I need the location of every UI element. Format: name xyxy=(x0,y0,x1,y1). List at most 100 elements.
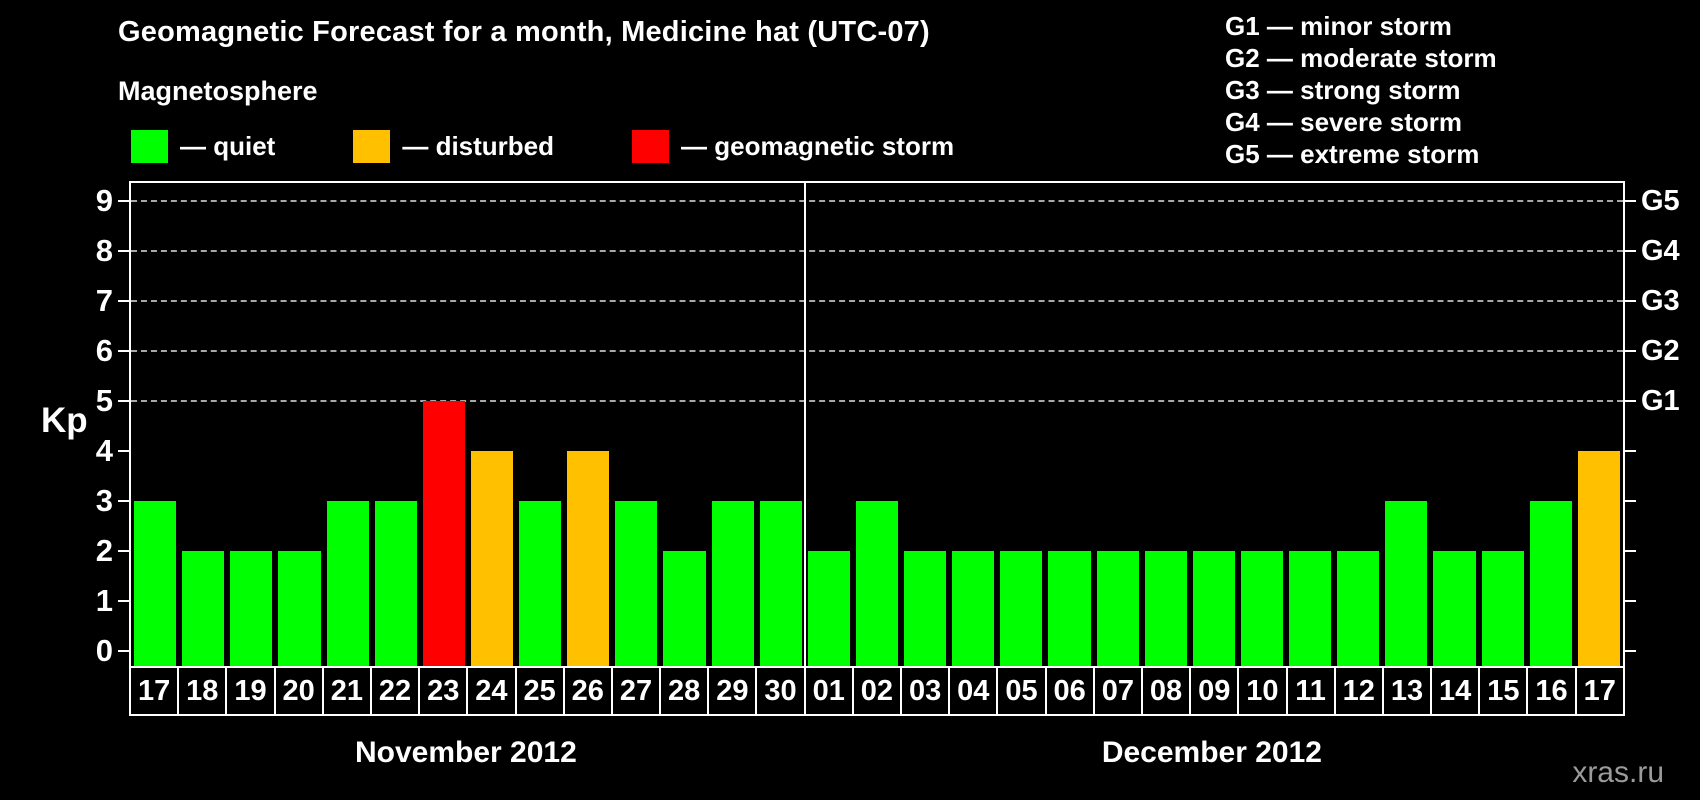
kp-bar-day-05-quiet xyxy=(1000,551,1043,666)
g-scale-legend: G1 — minor storm G2 — moderate storm G3 — … xyxy=(1225,10,1497,170)
kp-bar-day-09-quiet xyxy=(1192,551,1235,666)
kp-bar-day-25-quiet xyxy=(519,501,562,666)
gridline-kp-8 xyxy=(131,250,1623,252)
y-axis-tick-label-9: 9 xyxy=(95,183,113,218)
month-label-december: December 2012 xyxy=(1101,736,1322,769)
plot-area: Kp 0 1 2 3 4 5 6 7 8 9 G1 G2 G3 G4 G5 xyxy=(41,181,1680,668)
day-cell-nov-20: 20 xyxy=(273,668,322,714)
y-axis-tick-label-1: 1 xyxy=(95,583,113,618)
left-tick-kp-3 xyxy=(118,500,129,502)
kp-bar-day-15-quiet xyxy=(1481,551,1524,666)
g-scale-line-g3: G3 — strong storm xyxy=(1225,75,1461,105)
kp-bar-day-23-storm xyxy=(422,401,465,666)
kp-bar-day-26-disturbed xyxy=(567,451,610,666)
kp-bar-day-16-quiet xyxy=(1529,501,1572,666)
left-tick-kp-1 xyxy=(118,600,129,602)
day-cell-nov-28: 28 xyxy=(659,668,708,714)
left-tick-kp-9 xyxy=(118,200,129,202)
day-cell-dec-04: 04 xyxy=(948,668,997,714)
day-cell-nov-27: 27 xyxy=(610,668,660,714)
right-tick-kp-0 xyxy=(1625,650,1636,652)
y-axis-tick-label-7: 7 xyxy=(95,283,113,318)
right-axis-label-g1: G1 xyxy=(1641,385,1680,417)
g-scale-line-g5: G5 — extreme storm xyxy=(1225,139,1480,169)
day-axis-row: 17 18 19 20 21 22 23 24 25 26 27 28 29 30 01 02 03 04 05 06… xyxy=(129,666,1625,716)
kp-bar-day-21-quiet xyxy=(326,501,369,666)
kp-bar-day-07-quiet xyxy=(1096,551,1139,666)
kp-bar-day-03-quiet xyxy=(904,551,947,666)
right-axis-label-g4: G4 xyxy=(1641,235,1680,267)
right-tick-kp-6 xyxy=(1625,350,1636,352)
y-axis-tick-label-8: 8 xyxy=(95,233,113,268)
day-cell-nov-17: 17 xyxy=(131,668,178,714)
kp-bar-day-18-quiet xyxy=(182,551,225,666)
kp-bar-day-04-quiet xyxy=(952,551,995,666)
right-axis-label-g3: G3 xyxy=(1641,285,1680,317)
right-tick-kp-4 xyxy=(1625,450,1636,452)
kp-axis-label: Kp xyxy=(41,401,88,440)
day-cell-nov-30: 30 xyxy=(755,668,804,714)
legend-item-quiet: — quiet xyxy=(131,130,275,163)
day-cell-dec-14: 14 xyxy=(1430,668,1479,714)
day-cell-dec-10: 10 xyxy=(1237,668,1286,714)
kp-bar-day-30-quiet xyxy=(759,501,802,666)
y-axis-tick-label-2: 2 xyxy=(95,533,113,568)
left-tick-kp-7 xyxy=(118,300,129,302)
right-tick-kp-7 xyxy=(1625,300,1636,302)
kp-bar-day-12-quiet xyxy=(1337,551,1380,666)
watermark-xras: xras.ru xyxy=(1572,756,1664,789)
day-cell-nov-29: 29 xyxy=(707,668,756,714)
y-axis-tick-label-0: 0 xyxy=(95,633,113,668)
legend-label-disturbed: — disturbed xyxy=(402,131,555,161)
day-cell-dec-05: 05 xyxy=(996,668,1045,714)
day-cell-nov-25: 25 xyxy=(514,668,563,714)
day-cell-nov-19: 19 xyxy=(225,668,274,714)
day-cell-dec-16: 16 xyxy=(1526,668,1575,714)
kp-bar-day-13-quiet xyxy=(1385,501,1428,666)
right-tick-kp-8 xyxy=(1625,250,1636,252)
legend-label-storm: — geomagnetic storm xyxy=(681,131,955,161)
day-cell-dec-11: 11 xyxy=(1285,668,1334,714)
month-labels-row: November 2012 December 2012 xyxy=(129,732,1625,770)
day-cell-nov-21: 21 xyxy=(321,668,370,714)
day-cell-dec-08: 08 xyxy=(1140,668,1190,714)
day-cell-dec-12: 12 xyxy=(1333,668,1382,714)
kp-bar-day-20-quiet xyxy=(278,551,321,666)
legend-swatch-quiet xyxy=(131,130,168,163)
gridline-kp-7 xyxy=(131,300,1623,302)
day-cell-dec-01: 01 xyxy=(803,668,852,714)
left-tick-kp-0 xyxy=(118,650,129,652)
day-cell-dec-15: 15 xyxy=(1478,668,1527,714)
left-tick-kp-2 xyxy=(118,550,129,552)
kp-bar-day-27-quiet xyxy=(615,501,658,666)
day-cell-dec-09: 09 xyxy=(1189,668,1238,714)
day-cell-dec-06: 06 xyxy=(1044,668,1093,714)
kp-bar-day-02-quiet xyxy=(855,501,899,666)
kp-bar-day-11-quiet xyxy=(1289,551,1332,666)
gridline-kp-5 xyxy=(131,400,1623,402)
left-tick-kp-6 xyxy=(118,350,129,352)
kp-bar-day-14-quiet xyxy=(1433,551,1476,666)
y-axis-tick-label-5: 5 xyxy=(95,383,113,418)
y-axis-tick-label-6: 6 xyxy=(95,333,113,368)
legend-swatch-disturbed xyxy=(353,130,391,163)
gridline-kp-9 xyxy=(131,200,1623,202)
day-cell-nov-26: 26 xyxy=(562,668,611,714)
left-tick-kp-8 xyxy=(118,250,129,252)
kp-bar-day-29-quiet xyxy=(711,501,754,666)
magnetosphere-subtitle: Magnetosphere xyxy=(118,76,318,106)
day-cell-dec-02: 02 xyxy=(851,668,900,714)
legend-label-quiet: — quiet xyxy=(180,131,276,161)
kp-bar-day-17-quiet xyxy=(134,501,177,666)
legend-swatch-storm xyxy=(632,130,670,163)
right-tick-kp-2 xyxy=(1625,550,1636,552)
left-tick-kp-5 xyxy=(118,400,129,402)
kp-bar-day-28-quiet xyxy=(663,551,706,666)
kp-bar-day-10-quiet xyxy=(1240,551,1284,666)
legend-item-storm: — geomagnetic storm xyxy=(632,130,954,163)
right-tick-kp-1 xyxy=(1625,600,1636,602)
gridline-kp-6 xyxy=(131,350,1623,352)
day-cell-nov-18: 18 xyxy=(177,668,226,714)
kp-bar-day-19-quiet xyxy=(230,551,273,666)
